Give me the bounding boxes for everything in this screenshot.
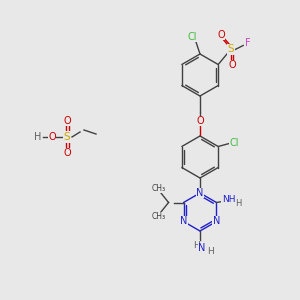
Text: NH: NH [222, 195, 235, 204]
Text: N: N [198, 243, 206, 253]
Text: CH₃: CH₃ [152, 212, 166, 221]
Text: H: H [207, 248, 213, 256]
Text: H: H [34, 132, 42, 142]
Text: CH₃: CH₃ [152, 184, 166, 193]
Text: H: H [235, 199, 242, 208]
Text: S: S [64, 132, 70, 142]
Text: O: O [196, 116, 204, 126]
Text: N: N [196, 188, 204, 198]
Text: S: S [228, 44, 235, 55]
Text: N: N [180, 217, 187, 226]
Text: O: O [218, 29, 225, 40]
Text: Cl: Cl [187, 32, 197, 42]
Text: Cl: Cl [230, 137, 239, 148]
Text: N: N [213, 217, 220, 226]
Text: O: O [48, 132, 56, 142]
Text: H: H [193, 241, 200, 250]
Text: O: O [63, 116, 71, 126]
Text: O: O [228, 61, 236, 70]
Text: O: O [63, 148, 71, 158]
Text: F: F [245, 38, 251, 47]
